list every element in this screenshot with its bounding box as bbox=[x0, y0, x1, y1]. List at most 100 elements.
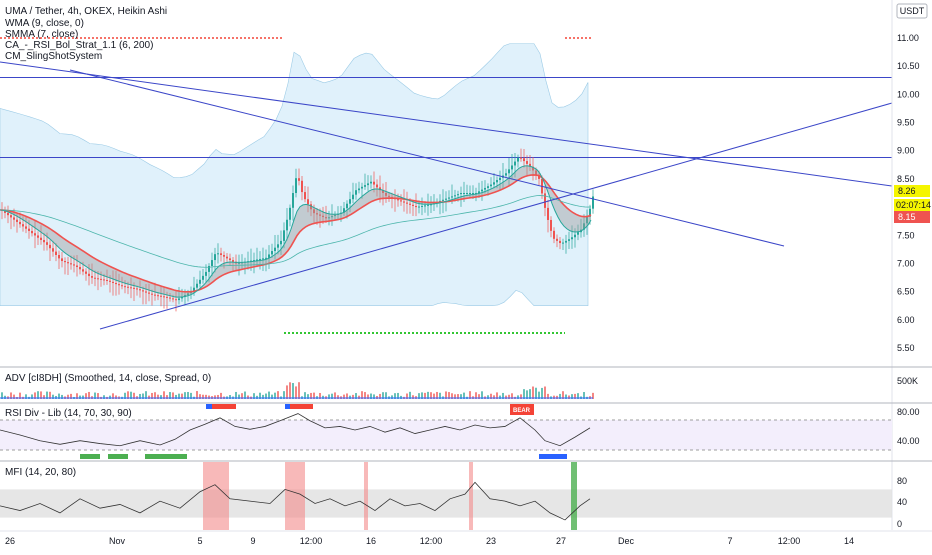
candle-body bbox=[346, 203, 348, 209]
candle-body bbox=[442, 199, 444, 201]
candle-body bbox=[193, 287, 195, 292]
adv-bar bbox=[133, 392, 135, 399]
candle-body bbox=[178, 298, 180, 301]
time-label-26: 26 bbox=[5, 536, 15, 546]
adv-bar bbox=[79, 395, 81, 399]
candle-body bbox=[403, 201, 405, 203]
candle-body bbox=[130, 287, 132, 289]
candle-body bbox=[571, 237, 573, 240]
time-axis[interactable]: 26 Nov 5 9 12:00 16 12:00 23 27 Dec 7 12… bbox=[0, 530, 932, 546]
candle-body bbox=[10, 215, 12, 218]
adv-pane[interactable]: ADV [cI8DH] (Smoothed, 14, close, Spread… bbox=[0, 366, 932, 399]
candle-body bbox=[196, 283, 198, 288]
wma-line bbox=[0, 174, 592, 293]
adv-bar bbox=[430, 392, 432, 399]
adv-bar bbox=[478, 394, 480, 399]
candle-body bbox=[505, 173, 507, 176]
candle-body bbox=[583, 223, 585, 230]
adv-bar bbox=[37, 391, 39, 399]
time-label-16: 16 bbox=[366, 536, 376, 546]
rsi-signal-markers: BEAR bbox=[80, 404, 567, 459]
adv-bar bbox=[82, 395, 84, 399]
candle-body bbox=[373, 181, 375, 185]
horizontal-levels bbox=[0, 76, 892, 158]
candle-body bbox=[142, 290, 144, 292]
adv-bar bbox=[262, 394, 264, 399]
price-tick-8: 7.00 bbox=[897, 258, 915, 268]
candle-body bbox=[214, 254, 216, 261]
rsi-pane[interactable]: RSI Div - Lib (14, 70, 30, 90) 80.00 40.… bbox=[0, 402, 932, 459]
candle-body bbox=[103, 279, 105, 281]
candle-body bbox=[127, 286, 129, 288]
adv-bar bbox=[13, 394, 15, 399]
candle-body bbox=[322, 215, 324, 218]
candle-body bbox=[487, 186, 489, 188]
adv-bar bbox=[433, 393, 435, 399]
adv-bar bbox=[103, 395, 105, 399]
adv-bar bbox=[184, 392, 186, 399]
candle-body bbox=[331, 216, 333, 218]
candle-body bbox=[301, 180, 303, 193]
chart-legend[interactable]: UMA / Tether, 4h, OKEX, Heikin Ashi WMA … bbox=[5, 6, 167, 62]
adv-bar bbox=[61, 394, 63, 399]
price-tick-1: 10.50 bbox=[897, 61, 920, 71]
adv-bar bbox=[169, 392, 171, 399]
adv-bar bbox=[235, 391, 237, 399]
price-tick-11: 5.50 bbox=[897, 343, 915, 353]
adv-bar bbox=[568, 395, 570, 399]
adv-bar bbox=[40, 391, 42, 399]
price-tick-4: 9.00 bbox=[897, 146, 915, 156]
mfi-high-zone-2 bbox=[364, 462, 368, 530]
candle-body bbox=[511, 165, 513, 170]
candle-body bbox=[586, 216, 588, 224]
price-axis[interactable]: USDT 11.0010.5010.009.509.008.508.007.50… bbox=[891, 0, 931, 530]
legend-smma: SMMA (7, close) bbox=[5, 29, 78, 40]
candle-body bbox=[145, 291, 147, 293]
mfi-pane[interactable]: MFI (14, 20, 80) 80 40 0 bbox=[0, 460, 932, 530]
candle-body bbox=[343, 208, 345, 213]
candle-body bbox=[139, 289, 141, 291]
candle-body bbox=[175, 299, 177, 301]
candle-body bbox=[358, 188, 360, 191]
candle-body bbox=[451, 196, 453, 198]
candle-body bbox=[496, 180, 498, 183]
price-tick-9: 6.50 bbox=[897, 287, 915, 297]
candle-body bbox=[517, 157, 519, 162]
candle-body bbox=[13, 217, 15, 220]
candle-body bbox=[424, 205, 426, 207]
trendlines[interactable] bbox=[0, 61, 893, 330]
adv-bar bbox=[577, 393, 579, 399]
trendline-up bbox=[99, 102, 893, 330]
adv-bar bbox=[148, 395, 150, 399]
candle-body bbox=[319, 214, 321, 216]
candle-body bbox=[568, 239, 570, 241]
candle-body bbox=[238, 262, 240, 264]
adv-bar bbox=[34, 392, 36, 399]
legend-slingshot: CM_SlingShotSystem bbox=[5, 51, 102, 62]
candle-body bbox=[385, 193, 387, 196]
candle-body bbox=[493, 182, 495, 185]
adv-bar bbox=[418, 393, 420, 399]
adv-bar bbox=[322, 395, 324, 399]
price-tick-5: 8.50 bbox=[897, 174, 915, 184]
signal-bear-box bbox=[510, 404, 534, 415]
adv-bar bbox=[328, 394, 330, 399]
candle-body bbox=[280, 240, 282, 245]
candle-body bbox=[19, 221, 21, 225]
candle-body bbox=[49, 244, 51, 249]
adv-bar bbox=[181, 393, 183, 399]
adv-bar bbox=[460, 394, 462, 399]
candle-body bbox=[268, 254, 270, 258]
candle-body bbox=[136, 288, 138, 290]
candle-body bbox=[550, 219, 552, 231]
candle-body bbox=[202, 275, 204, 280]
candle-body bbox=[172, 298, 174, 300]
adv-bar bbox=[409, 391, 411, 399]
adv-bar bbox=[439, 392, 441, 399]
adv-bar bbox=[448, 392, 450, 399]
candle-body bbox=[43, 239, 45, 243]
mfi-high-zone-3 bbox=[469, 462, 473, 530]
adv-bar bbox=[334, 392, 336, 399]
